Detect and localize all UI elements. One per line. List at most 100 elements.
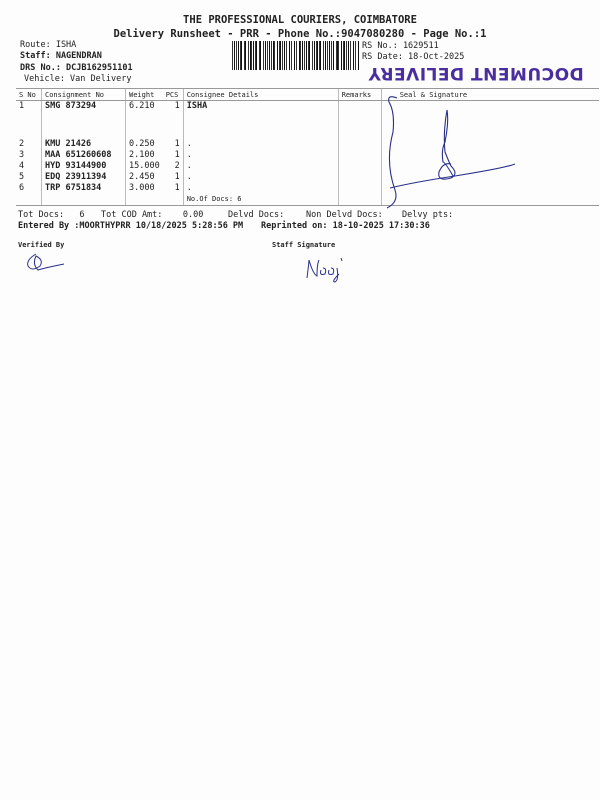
barcode-bar (286, 41, 287, 70)
table-row: 1 SMG 873294 6.210 1 ISHA (16, 100, 599, 139)
barcode-bar (342, 41, 344, 70)
barcode-bar (317, 41, 318, 70)
barcode-bar (260, 41, 262, 70)
receiver-signature (386, 96, 516, 209)
remarks (337, 138, 382, 150)
barcode-bar (331, 41, 333, 70)
weight: 2.450 (124, 171, 163, 183)
reprinted-on: Reprinted on: 18-10-2025 17:30:36 (261, 221, 430, 231)
remarks (337, 160, 382, 172)
consignee-details: . (182, 138, 339, 150)
table-row: 6 TRP 6751834 3.000 1. (16, 182, 599, 194)
table-cell (162, 193, 184, 206)
company-title: THE PROFESSIONAL COURIERS, COIMBATORE (183, 14, 417, 26)
consignment-table: S No Consignment No Weight PCS Consignee… (16, 88, 599, 206)
col-consignee: Consignee Details (182, 88, 339, 101)
route: Route: ISHA (20, 40, 77, 50)
runsheet-title: Delivery Runsheet - PRR - Phone No.:9047… (113, 28, 487, 40)
pcs: 1 (174, 182, 180, 193)
weight: 0.250 (124, 138, 163, 150)
sno: 6 (19, 182, 25, 193)
remarks (337, 171, 382, 183)
sno: 1 (19, 101, 25, 111)
delvy-pts: Delvy pts: (402, 210, 454, 220)
non-delvd-docs: Non Delvd Docs: (306, 210, 383, 220)
no-of-docs: No.Of Docs: 6 (182, 193, 339, 206)
sno: 2 (19, 138, 25, 149)
barcode-bar (324, 41, 326, 70)
seal-signature (380, 149, 599, 161)
consignee-details: ISHA (182, 100, 339, 139)
drs-no: DRS No.: DCJB162951101 (20, 63, 133, 73)
tot-docs: Tot Docs: 6 (18, 210, 85, 220)
rs-no: RS No.: 1629511 (362, 41, 439, 51)
table-row: 3 MAA 651260608 2.100 1. (16, 149, 599, 161)
delvd-docs: Delvd Docs: (228, 210, 285, 220)
table-cell (380, 193, 599, 206)
table-cell (16, 193, 42, 206)
table-row: 4 HYD 93144900 15.000 2. (16, 160, 599, 172)
barcode-bar (252, 41, 254, 70)
seal-signature (380, 182, 599, 194)
verified-by-label: Verified By (18, 241, 65, 249)
document-delivery-stamp: DOCUMENT DELIVERY (368, 63, 584, 83)
seal-signature (380, 100, 599, 139)
pcs: 1 (174, 149, 180, 160)
pcs: 1 (174, 101, 180, 111)
seal-signature (380, 171, 599, 183)
barcode-bar (276, 41, 278, 70)
table-cell (41, 193, 126, 206)
barcode-bar (340, 41, 342, 70)
barcode-bar (298, 41, 300, 70)
col-remarks: Remarks (337, 88, 382, 101)
consignment-no: HYD 93144900 (41, 160, 126, 172)
pcs: 1 (174, 138, 180, 149)
rs-date: RS Date: 18-Oct-2025 (362, 52, 465, 62)
weight: 2.100 (124, 149, 163, 161)
barcode-bar (237, 41, 239, 70)
consignee-details: . (182, 160, 339, 172)
entered-by: Entered By :MOORTHYPRR 10/18/2025 5:28:5… (18, 221, 244, 231)
barcode (232, 41, 360, 70)
consignee-details: . (182, 171, 339, 183)
remarks (337, 182, 382, 194)
sno: 4 (19, 160, 25, 171)
table-cell (124, 193, 163, 206)
col-weight: Weight (124, 88, 163, 101)
consignee-details: . (182, 182, 339, 194)
staff-signature (306, 257, 343, 283)
verifier-signature (27, 253, 65, 271)
seal-signature (380, 160, 599, 172)
barcode-bar (239, 41, 241, 70)
table-cell (337, 193, 382, 206)
barcode-bar (281, 41, 283, 70)
pcs: 2 (174, 160, 180, 171)
pcs: 1 (174, 171, 180, 182)
weight: 3.000 (124, 182, 163, 194)
col-pcs: PCS (162, 88, 184, 101)
vehicle: Vehicle: Van Delivery (24, 74, 132, 84)
barcode-bar (278, 41, 280, 70)
tot-cod: Tot COD Amt: 0.00 (101, 210, 204, 220)
remarks (337, 149, 382, 161)
sno: 5 (19, 171, 25, 182)
barcode-bar (234, 41, 236, 70)
col-seal: Seal & Signature (380, 88, 599, 101)
col-sno: S No (16, 88, 42, 101)
weight: 15.000 (124, 160, 163, 172)
barcode-bar (267, 41, 268, 70)
seal-signature (380, 138, 599, 150)
consignment-no: MAA 651260608 (41, 149, 126, 161)
weight: 6.210 (124, 100, 163, 139)
barcode-bar (320, 41, 322, 70)
barcode-bar (345, 41, 347, 70)
table-row: 5 EDQ 23911394 2.450 1. (16, 171, 599, 183)
consignment-no: EDQ 23911394 (41, 171, 126, 183)
staff: Staff: NAGENDRAN (20, 51, 102, 61)
barcode-bar (301, 41, 303, 70)
col-consignment: Consignment No (41, 88, 126, 101)
sno: 3 (19, 149, 25, 160)
consignment-no: SMG 873294 (41, 100, 126, 139)
barcode-bar (303, 41, 305, 70)
